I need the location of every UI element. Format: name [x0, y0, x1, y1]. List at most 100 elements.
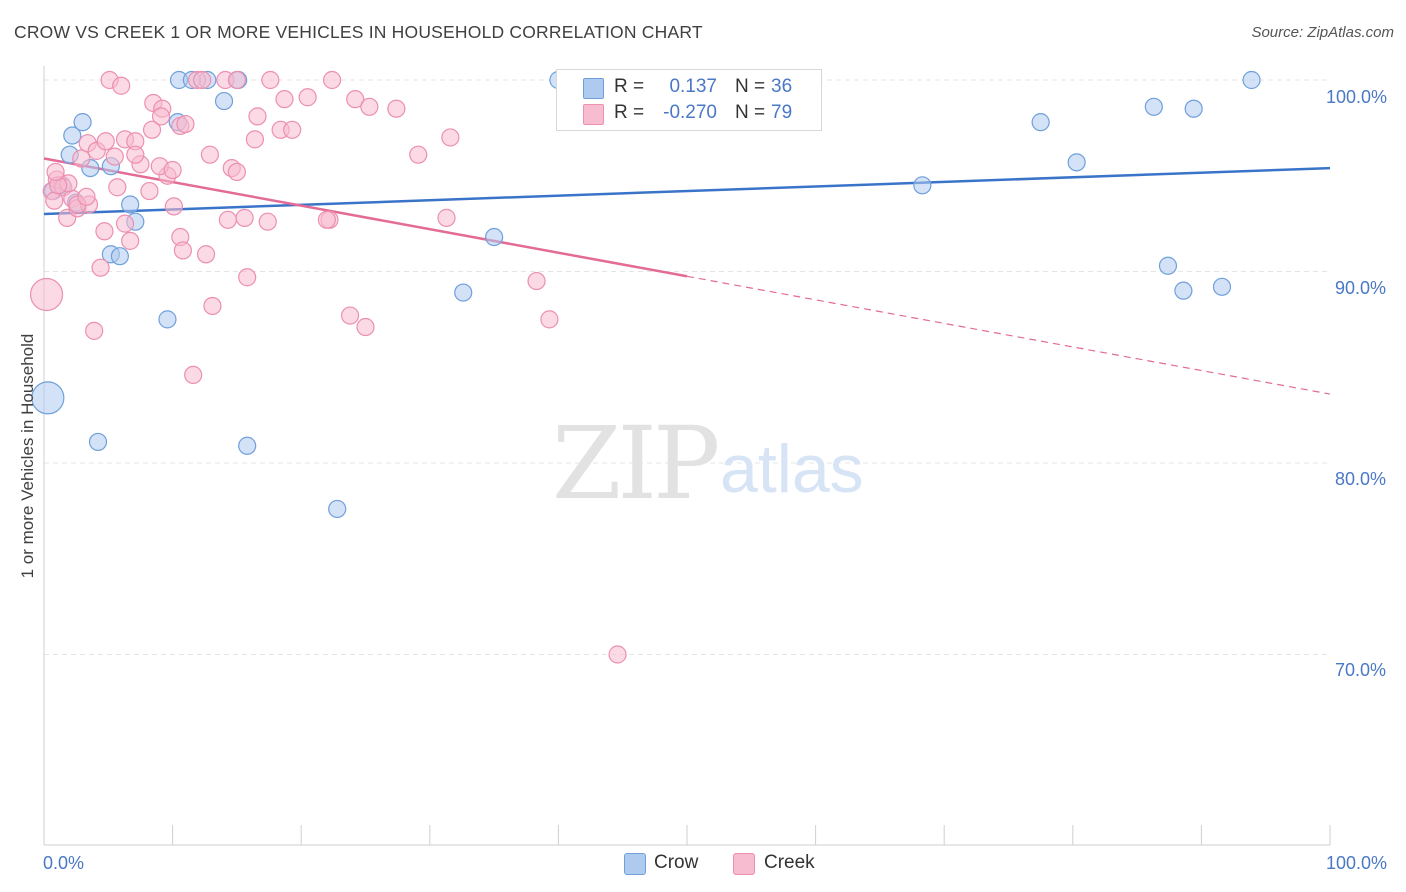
crow-point [1067, 153, 1086, 172]
y-tick-label-70: 70.0% [1335, 660, 1387, 680]
crow-point [1242, 70, 1261, 90]
creek-point [108, 178, 127, 197]
crow-point [328, 499, 347, 519]
creek-point [121, 231, 140, 250]
bottom-legend-crow-label: Crow [654, 852, 699, 873]
creek-point [540, 310, 559, 329]
y-tick-label-80: 80.0% [1335, 469, 1387, 489]
creek-point [196, 245, 216, 264]
creek-point [441, 128, 460, 147]
creek-point [235, 208, 254, 227]
bottom-legend-creek-swatch [733, 853, 755, 875]
crow-r-value: 0.137 [669, 76, 717, 97]
crow-point [1212, 277, 1232, 296]
creek-point [85, 321, 104, 340]
creek-point [163, 160, 182, 180]
creek-point [317, 210, 337, 229]
creek-point [184, 365, 203, 385]
watermark-zip: ZIP [552, 405, 720, 522]
chart-title: CROW VS CREEK 1 OR MORE VEHICLES IN HOUS… [14, 22, 703, 42]
creek-point [322, 70, 342, 90]
crow-point [1184, 99, 1203, 118]
creek-point [608, 645, 627, 664]
x-tick-label-0: 0.0% [43, 853, 85, 873]
crow-r-label: R = [614, 76, 645, 97]
data-points [29, 70, 1261, 664]
crow-swatch [583, 78, 604, 99]
creek-point [105, 147, 124, 166]
crow-point [913, 176, 932, 195]
creek-point [245, 130, 265, 149]
creek-point [387, 99, 406, 118]
creek-point [46, 162, 65, 182]
crow-point [1174, 281, 1193, 300]
creek-point [29, 277, 64, 312]
creek-point [151, 107, 171, 126]
crow-point [485, 227, 504, 247]
crow-point [158, 310, 177, 329]
creek-point [140, 181, 159, 201]
creek-point [340, 306, 360, 325]
creek-point [409, 145, 428, 164]
crow-trend-line [43, 166, 1331, 216]
crow-point [121, 195, 140, 214]
creek-point [298, 88, 317, 107]
creek-point [437, 208, 456, 227]
creek-point [261, 70, 280, 90]
crow-point [31, 381, 65, 415]
crow-point [73, 113, 92, 132]
creek-point [346, 90, 365, 109]
creek-point [193, 70, 212, 90]
legend-row-creek: R = -0.270 N = 79 [557, 101, 821, 127]
crow-point [88, 432, 108, 452]
creek-point [360, 97, 379, 116]
creek-point [227, 70, 246, 90]
creek-point [275, 90, 294, 109]
crow-point [238, 436, 257, 455]
crow-n-label: N = [735, 76, 766, 97]
creek-point [218, 210, 237, 229]
source-label: Source: ZipAtlas.com [1251, 24, 1394, 41]
y-tick-label-90: 90.0% [1335, 278, 1387, 298]
creek-point [126, 145, 145, 164]
trend-lines [43, 157, 1331, 395]
watermark-atlas: atlas [720, 431, 864, 507]
y-axis-label: 1 or more Vehicles in Household [18, 333, 37, 579]
creek-point [91, 258, 110, 277]
creek-n-value: 79 [771, 102, 793, 123]
creek-point [227, 162, 246, 182]
creek-n-label: N = [735, 102, 766, 123]
creek-point [96, 132, 115, 151]
axes [43, 66, 1331, 846]
creek-point [112, 76, 131, 95]
creek-point [115, 214, 135, 233]
creek-point [258, 212, 277, 231]
y-tick-label-100: 100.0% [1326, 87, 1388, 107]
crow-point [214, 91, 234, 111]
legend-row-crow: R = 0.137 N = 36 [557, 75, 821, 101]
creek-point [95, 222, 114, 241]
x-tick-label-100: 100.0% [1326, 853, 1388, 873]
creek-point [45, 191, 64, 210]
creek-point [283, 120, 302, 139]
correlation-legend: R = 0.137 N = 36 R = -0.270 N = 79 [556, 69, 822, 131]
creek-point [164, 197, 183, 216]
creek-point [238, 268, 257, 287]
creek-trend-line-extension [686, 275, 1331, 395]
creek-point [77, 187, 96, 206]
crow-n-value: 36 [771, 76, 793, 97]
crow-point [110, 247, 129, 266]
creek-point [527, 271, 546, 291]
creek-point [200, 145, 219, 164]
crow-point [454, 283, 473, 302]
crow-point [63, 126, 82, 145]
crow-point [1158, 256, 1178, 275]
bottom-legend-crow-swatch [624, 853, 646, 875]
creek-point [176, 114, 195, 134]
creek-point [203, 296, 222, 316]
crow-point [1144, 97, 1163, 116]
creek-r-value: -0.270 [663, 102, 717, 123]
creek-point [248, 107, 267, 126]
bottom-legend-creek-label: Creek [764, 852, 815, 873]
creek-point [142, 120, 162, 139]
